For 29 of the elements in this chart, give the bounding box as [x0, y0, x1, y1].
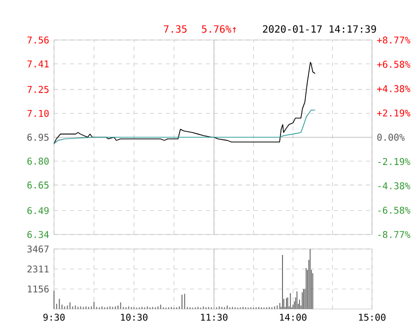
y-tick-label: 6.34 — [27, 230, 49, 238]
y-tick-label: 6.49 — [27, 207, 49, 214]
y-tick-label: 7.25 — [27, 86, 49, 93]
y-tick-label: 6.80 — [27, 158, 49, 165]
text: -4.38% — [378, 182, 410, 190]
text: 7.35 — [164, 25, 187, 33]
text: -2.19% — [378, 158, 410, 166]
text: +4.38% — [377, 85, 410, 92]
text: +6.58% — [377, 60, 410, 68]
y-tick-label: 2311 — [28, 265, 49, 273]
text: 2020-01-17 14:17:39 — [263, 25, 376, 33]
x-tick-label: 15:00 — [359, 314, 386, 321]
x-tick-label: 14:00 — [280, 314, 306, 321]
text: 0.00% — [377, 134, 405, 141]
y-tick-label: 6.95 — [27, 134, 49, 141]
y-tick-label: 3467 — [27, 245, 49, 253]
y-tick-label: 7.56 — [27, 36, 49, 44]
x-tick-label: 9:30 — [43, 314, 65, 321]
x-tick-label: 11:30 — [201, 314, 228, 321]
y-tick-label: 7.10 — [27, 110, 49, 117]
y-tick-label: 7.41 — [27, 60, 49, 68]
x-tick-label: 10:30 — [121, 314, 148, 321]
text: -8.77% — [378, 230, 410, 238]
text: +2.19% — [377, 109, 410, 116]
text: +8.77% — [377, 36, 410, 44]
y-tick-label: 1156 — [28, 285, 49, 293]
y-tick-label: 6.65 — [27, 182, 49, 189]
text: -6.58% — [378, 206, 410, 214]
text: 5.76%↑ — [202, 25, 236, 33]
